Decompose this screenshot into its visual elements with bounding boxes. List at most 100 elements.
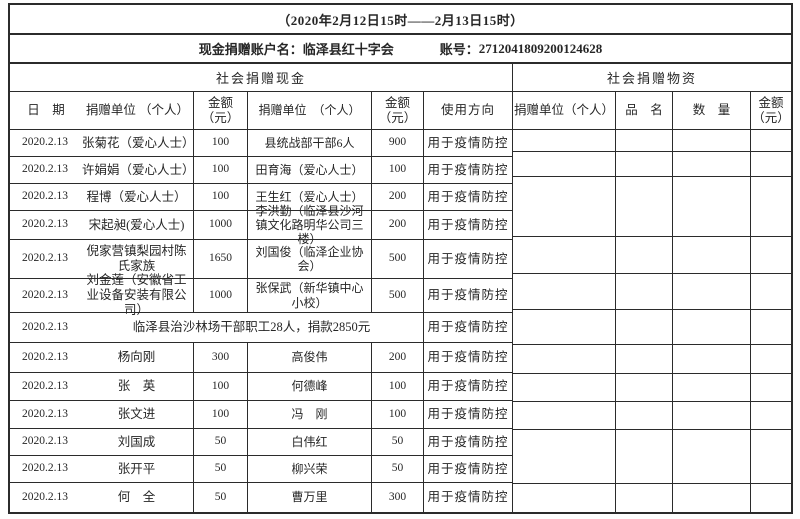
header-amount-line1: 金额 (207, 96, 233, 111)
goods-row (513, 237, 791, 274)
goods-row (513, 152, 791, 177)
cash-row: 2020.2.13 杨向刚 300 高俊伟 200 用于疫情防控 (10, 343, 512, 373)
cash-row: 2020.2.13 张开平 50 柳兴荣 50 用于疫情防控 (10, 456, 512, 483)
amount2-cell: 200 (372, 343, 424, 372)
goods-quantity-cell (673, 374, 751, 401)
usage-cell: 用于疫情防控 (427, 320, 509, 335)
goods-amount-cell (751, 430, 791, 483)
donor2-cell: 冯 刚 (248, 401, 372, 428)
goods-quantity-cell (673, 152, 751, 176)
header-amount2: 金额 （元） (372, 92, 424, 129)
donor2-cell: 曹万里 (248, 483, 372, 512)
goods-amount-cell (751, 274, 791, 309)
goods-amount-cell (751, 130, 791, 151)
account-number-label: 账号： (439, 42, 479, 57)
merged-donation-text: 临泽县治沙林场干部职工28人，捐款2850元 (132, 320, 371, 335)
goods-row (513, 310, 791, 345)
date-donor-cell: 2020.2.13 张开平 (10, 456, 194, 482)
usage-cell: 用于疫情防控 (427, 217, 509, 232)
donor2-cell: 王生红（爱心人士） (248, 184, 372, 210)
header-amount: 金额 （元） (194, 92, 248, 129)
goods-row (513, 430, 791, 484)
goods-quantity-cell (673, 130, 751, 151)
goods-donor-cell (513, 130, 616, 151)
usage-cell: 用于疫情防控 (427, 189, 509, 204)
goods-row (513, 345, 791, 374)
goods-section: 社会捐赠物资 捐赠单位（个人） 品 名 数 量 金额 （元） (513, 64, 791, 512)
goods-quantity-cell (673, 484, 751, 512)
header-goods-item: 品 名 (616, 92, 673, 129)
amount-cell: 100 (194, 401, 248, 428)
date-text: 2020.2.13 (22, 288, 68, 301)
goods-donor-cell (513, 237, 616, 273)
cash-row: 2020.2.13 刘国成 50 白伟红 50 用于疫情防控 (10, 429, 512, 456)
amount2-cell: 100 (372, 157, 424, 183)
cash-section: 社会捐赠现金 日 期 捐赠单位 （个人） 金额 （元） 捐赠单位 （个人） 金额… (10, 64, 513, 512)
header-amount-line2: （元） (201, 110, 240, 125)
goods-donor-cell (513, 402, 616, 429)
goods-donor-cell (513, 274, 616, 309)
amount-cell: 100 (194, 373, 248, 400)
merged-donation-cell: 2020.2.13 临泽县治沙林场干部职工28人，捐款2850元 (10, 313, 424, 342)
date-donor-cell: 2020.2.13 许娟娟（爱心人士） (10, 157, 195, 183)
period-title: （2020年2月12日15时——2月13日15时） (10, 5, 791, 35)
goods-amount-cell (751, 345, 791, 373)
goods-item-cell (616, 484, 673, 512)
usage-cell: 用于疫情防控 (427, 135, 509, 150)
donor-name: 宋起昶(爱心人士) (88, 217, 185, 232)
donor-name: 杨向刚 (117, 350, 156, 365)
donor2-cell: 刘国俊（临泽企业协会） (248, 240, 372, 278)
donor-name: 何 全 (117, 490, 156, 505)
donor-name: 张 英 (117, 379, 156, 394)
goods-donor-cell (513, 310, 616, 344)
goods-row (513, 402, 791, 430)
goods-quantity-cell (673, 177, 751, 236)
cash-row: 2020.2.13 倪家营镇梨园村陈氏家族 1650 刘国俊（临泽企业协会） 500 用于… (10, 240, 512, 279)
goods-item-cell (616, 345, 673, 373)
donor2-cell: 柳兴荣 (248, 456, 372, 482)
usage-cell: 用于疫情防控 (427, 461, 509, 476)
goods-row (513, 374, 791, 402)
donor-name: 程博（爱心人士） (86, 189, 187, 204)
usage-cell: 用于疫情防控 (427, 350, 509, 365)
donor2-cell: 何德峰 (248, 373, 372, 400)
donor2-cell: 田育海（爱心人士） (248, 157, 372, 183)
goods-amount-cell (751, 310, 791, 344)
date-donor-cell: 2020.2.13 张 英 (10, 373, 194, 400)
amount-cell: 50 (194, 483, 248, 512)
goods-item-cell (616, 237, 673, 273)
amount2-cell: 50 (372, 456, 424, 482)
date-donor-cell: 2020.2.13 杨向刚 (10, 343, 194, 372)
cash-row: 2020.2.13 刘金莲（安徽省工业设备安装有限公司） 1000 张保武（新华镇中心… (10, 273, 512, 317)
header-date-donor: 日 期 捐赠单位 （个人） (10, 92, 194, 129)
date-text: 2020.2.13 (22, 490, 68, 503)
goods-item-cell (616, 310, 673, 344)
goods-amount-cell (751, 374, 791, 401)
cash-rows: 2020.2.13 张菊花（爱心人士） 100 县统战部干部6人 900 用于疫情防控 20… (10, 130, 512, 512)
goods-item-cell (616, 274, 673, 309)
donor-name: 刘国成 (117, 434, 156, 449)
goods-column-headers: 捐赠单位（个人） 品 名 数 量 金额 （元） (513, 92, 791, 130)
cash-row: 2020.2.13 张文进 100 冯 刚 100 用于疫情防控 (10, 401, 512, 429)
goods-amount-cell (751, 402, 791, 429)
date-donor-cell: 2020.2.13 宋起昶(爱心人士) (10, 211, 194, 239)
goods-section-title: 社会捐赠物资 (513, 64, 791, 92)
goods-row (513, 177, 791, 237)
goods-donor-cell (513, 374, 616, 401)
amount2-cell: 50 (372, 429, 424, 455)
amount2-cell: 500 (372, 279, 424, 312)
date-text: 2020.2.13 (22, 136, 68, 149)
goods-item-cell (616, 374, 673, 401)
date-donor-cell: 2020.2.13 倪家营镇梨园村陈氏家族 (10, 240, 194, 278)
cash-row: 2020.2.13 张菊花（爱心人士） 100 县统战部干部6人 900 用于疫情防控 (10, 130, 512, 157)
donor2-cell: 白伟红 (248, 429, 372, 455)
amount2-cell: 900 (372, 130, 424, 156)
goods-item-cell (616, 430, 673, 483)
date-text: 2020.2.13 (22, 320, 68, 333)
amount-cell: 50 (194, 456, 248, 482)
table-body: 社会捐赠现金 日 期 捐赠单位 （个人） 金额 （元） 捐赠单位 （个人） 金额… (10, 64, 791, 512)
amount2-cell: 300 (372, 483, 424, 512)
goods-amount-cell (751, 152, 791, 176)
goods-donor-cell (513, 177, 616, 236)
date-donor-cell: 2020.2.13 张文进 (10, 401, 194, 428)
